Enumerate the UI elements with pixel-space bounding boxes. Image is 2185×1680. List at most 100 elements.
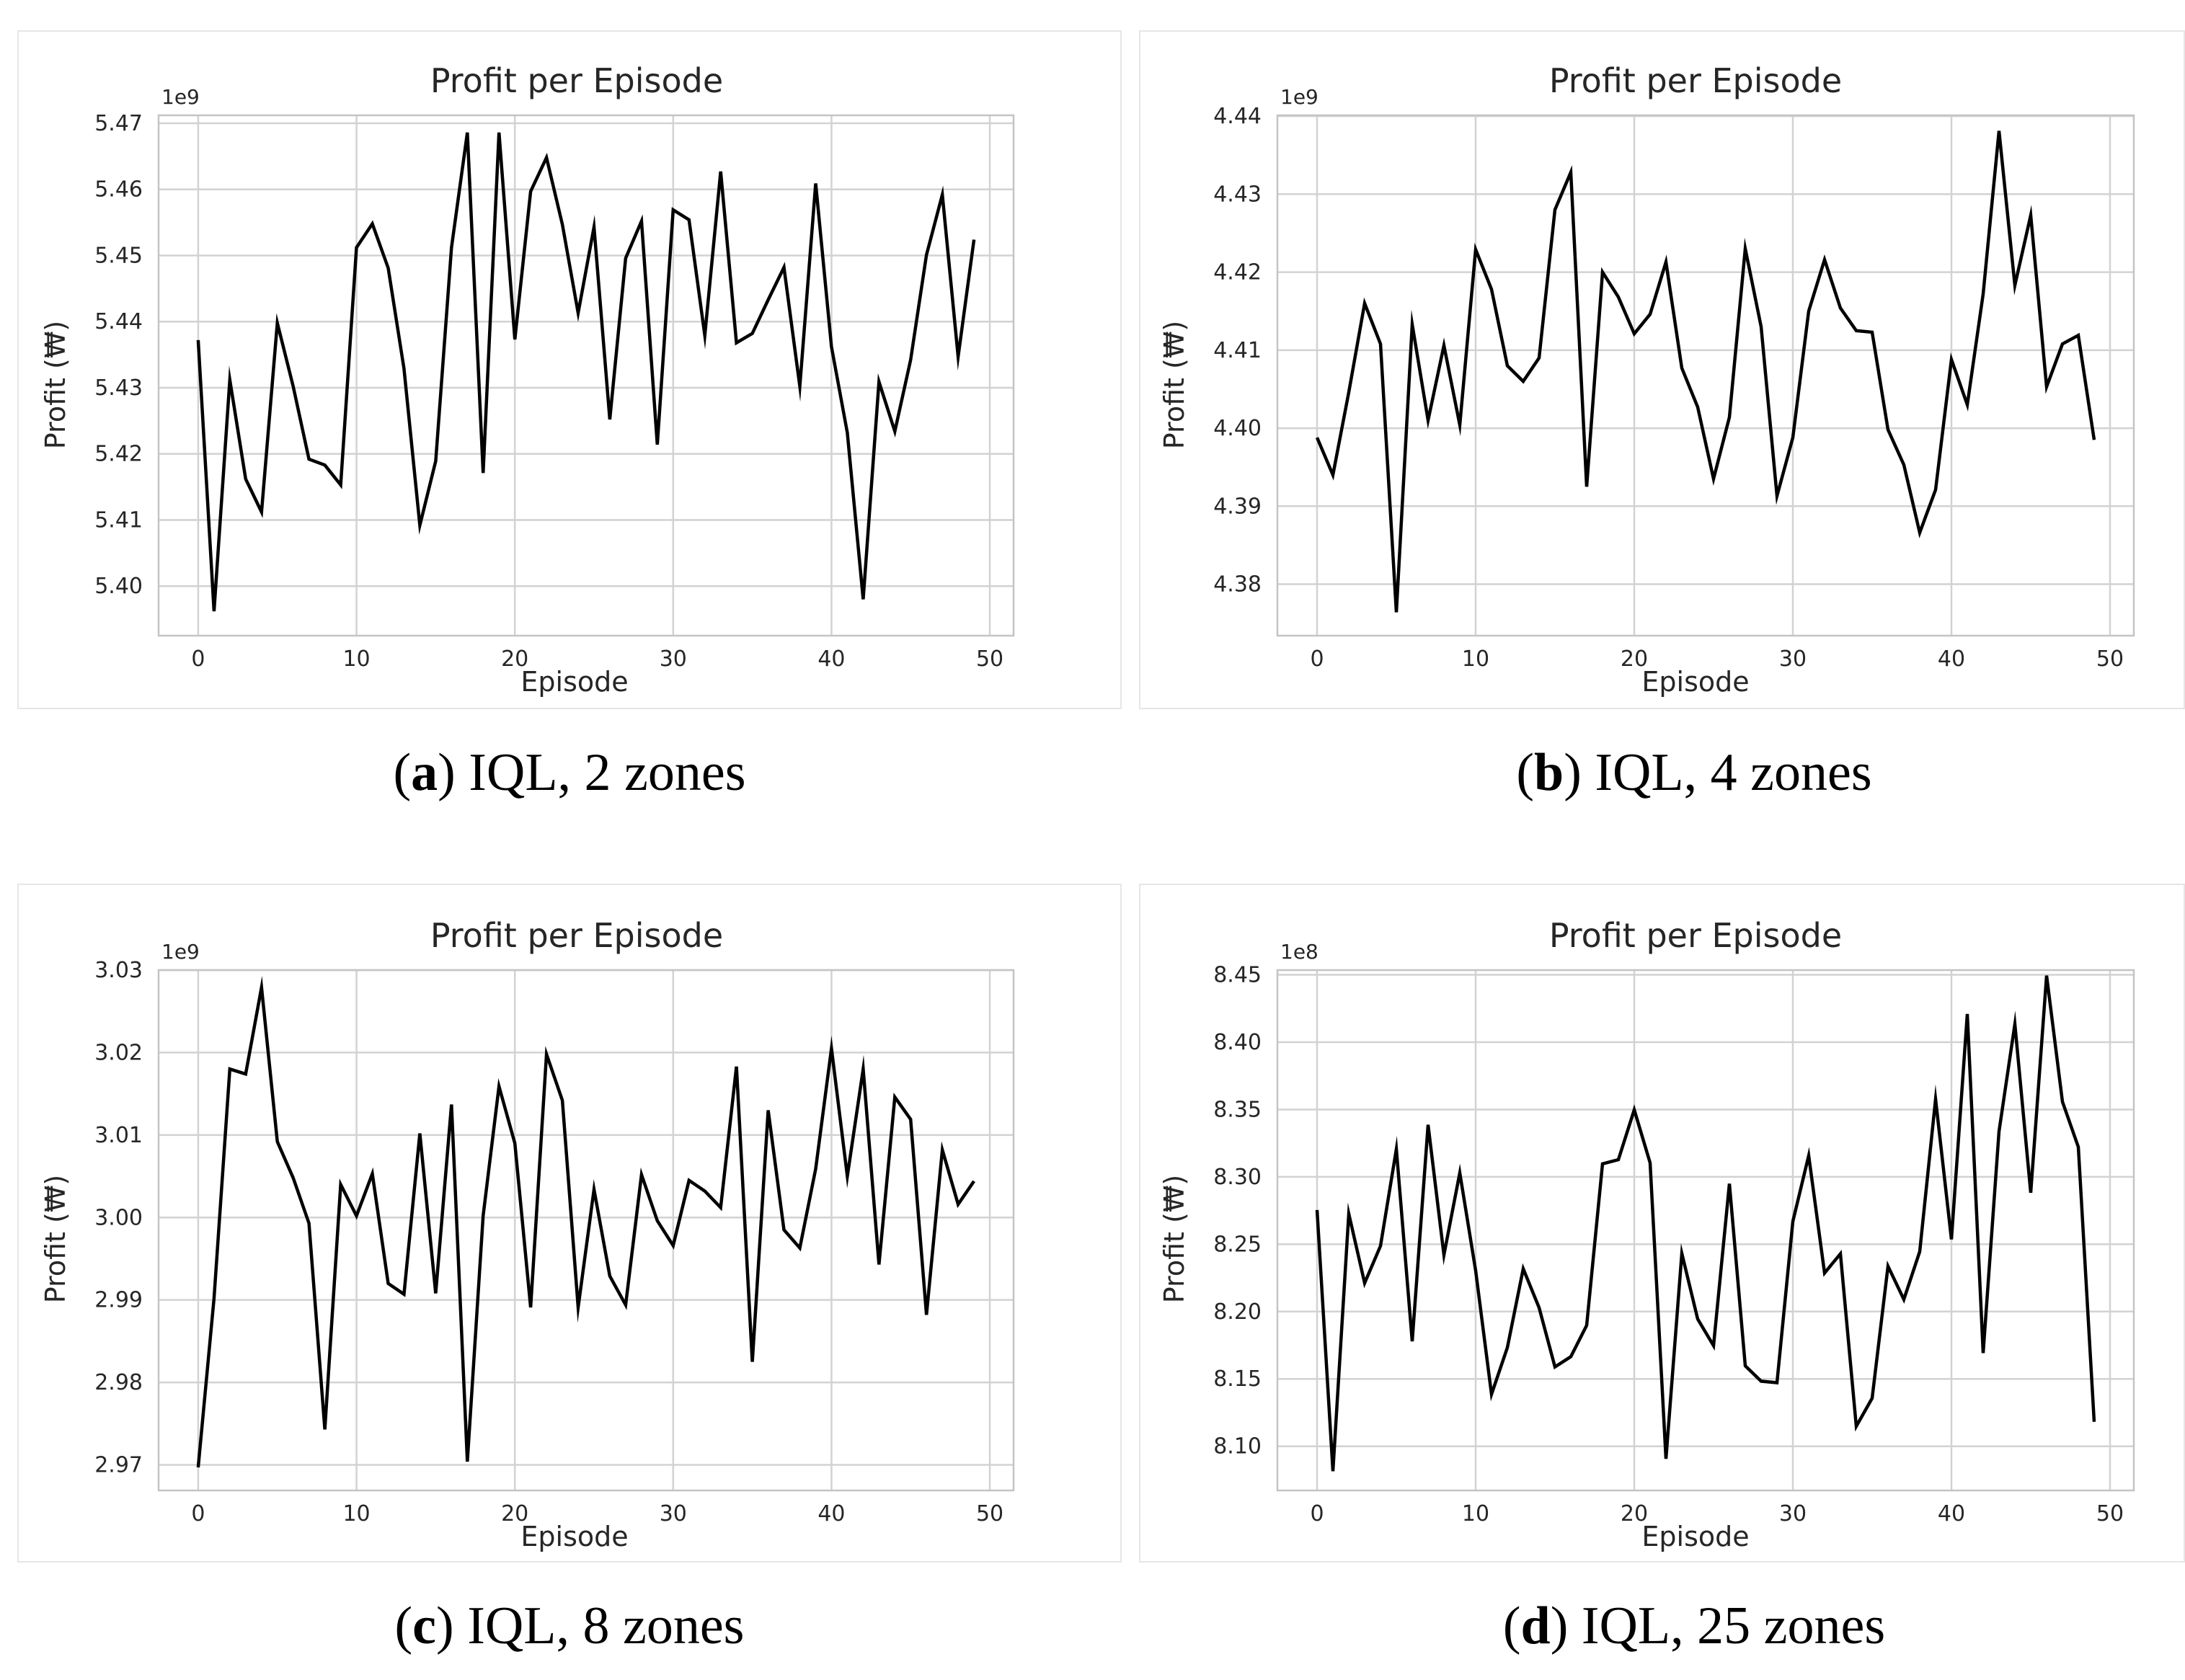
- y-tick-label: 5.42: [94, 442, 143, 467]
- caption-text: IQL, 25 zones: [1581, 1596, 1886, 1655]
- offset-label: 1e9: [161, 85, 200, 109]
- chart-a: Profit per Episode 1e9 Episode Profit (₩…: [40, 61, 1015, 698]
- y-tick-label: 3.00: [94, 1205, 143, 1230]
- y-tick-label: 4.38: [1213, 572, 1262, 597]
- y-tick-label: 5.47: [94, 111, 143, 136]
- caption-letter: c: [412, 1596, 437, 1655]
- profit-series-line: [196, 132, 976, 612]
- y-axis-label: Profit (₩): [40, 1175, 71, 1303]
- chart-c: Profit per Episode 1e9 Episode Profit (₩…: [40, 916, 1015, 1552]
- x-tick-label: 10: [1462, 646, 1489, 672]
- x-tick-label: 0: [191, 646, 205, 672]
- x-tick-label: 0: [1310, 1501, 1324, 1526]
- y-tick-label: 4.43: [1213, 182, 1262, 207]
- panel-border: [1139, 30, 2185, 709]
- x-axis-label: Episode: [1641, 1521, 1749, 1552]
- y-tick-label: 2.98: [94, 1370, 143, 1395]
- caption-text: IQL, 8 zones: [467, 1596, 745, 1655]
- chart-panel-c: Profit per Episode 1e9 Episode Profit (₩…: [17, 884, 1122, 1563]
- caption-c: (c) IQL, 8 zones: [394, 1596, 745, 1655]
- x-tick-label: 20: [1621, 1501, 1648, 1526]
- y-tick-label: 4.40: [1213, 416, 1262, 441]
- caption-b: (b) IQL, 4 zones: [1516, 743, 1872, 802]
- y-tick-label: 4.39: [1213, 494, 1262, 519]
- x-axis-label: Episode: [1641, 666, 1749, 698]
- x-tick-label: 40: [817, 1501, 845, 1526]
- y-tick-label: 8.10: [1213, 1434, 1262, 1459]
- x-tick-label: 30: [660, 1501, 687, 1526]
- y-tick-label: 4.44: [1213, 104, 1262, 129]
- y-tick-label: 5.46: [94, 177, 143, 203]
- offset-label: 1e9: [161, 940, 200, 964]
- y-tick-label: 2.99: [94, 1288, 143, 1313]
- x-tick-label: 0: [191, 1501, 205, 1526]
- y-tick-label: 4.41: [1213, 338, 1262, 363]
- caption-a: (a) IQL, 2 zones: [393, 743, 746, 802]
- chart-panel-a: Profit per Episode 1e9 Episode Profit (₩…: [17, 30, 1122, 709]
- plot-background: [159, 970, 1014, 1490]
- x-tick-label: 50: [2096, 646, 2124, 672]
- caption-letter: a: [411, 743, 438, 802]
- x-tick-label: 30: [1779, 646, 1807, 672]
- x-tick-label: 20: [501, 646, 528, 672]
- plot-frame: [157, 114, 1015, 637]
- panel-border: [17, 884, 1122, 1563]
- x-tick-label: 10: [1462, 1501, 1489, 1526]
- x-tick-label: 40: [1938, 1501, 1965, 1526]
- y-tick-label: 4.42: [1213, 260, 1262, 285]
- offset-label: 1e9: [1280, 85, 1318, 109]
- y-tick-label: 3.01: [94, 1123, 143, 1148]
- y-tick-label: 8.25: [1213, 1232, 1262, 1257]
- plot-area: 0 10 20 30 40 50 2.97 2.98 2.99 3.00 3.01 3.02 3.03: [94, 958, 1015, 1526]
- x-axis-label: Episode: [520, 1521, 628, 1552]
- y-axis-label: Profit (₩): [1158, 1175, 1190, 1303]
- x-tick-label: 10: [342, 1501, 370, 1526]
- x-tick-label: 20: [1621, 646, 1648, 672]
- x-tick-label: 0: [1310, 646, 1324, 672]
- profit-series-line: [1315, 975, 2096, 1472]
- caption-letter: b: [1534, 743, 1564, 802]
- y-tick-label: 8.35: [1213, 1097, 1262, 1122]
- chart-title: Profit per Episode: [1549, 916, 1842, 955]
- chart-title: Profit per Episode: [430, 61, 723, 100]
- y-tick-label: 5.45: [94, 243, 143, 268]
- x-axis-label: Episode: [520, 666, 628, 698]
- y-tick-label: 5.41: [94, 507, 143, 533]
- x-tick-label: 20: [501, 1501, 528, 1526]
- plot-background: [1277, 970, 2134, 1490]
- chart-title: Profit per Episode: [430, 916, 723, 955]
- chart-title: Profit per Episode: [1549, 61, 1842, 100]
- y-tick-label: 8.30: [1213, 1165, 1262, 1190]
- caption-text: IQL, 2 zones: [469, 743, 746, 802]
- chart-d: Profit per Episode 1e8 Episode Profit (₩…: [1158, 916, 2135, 1552]
- plot-background: [159, 115, 1014, 636]
- panel-border: [1139, 884, 2185, 1563]
- plot-frame: [157, 969, 1015, 1492]
- x-tick-label: 50: [976, 1501, 1003, 1526]
- chart-panel-d: Profit per Episode 1e8 Episode Profit (₩…: [1139, 884, 2185, 1563]
- chart-b: Profit per Episode 1e9 Episode Profit (₩…: [1158, 61, 2135, 698]
- x-tick-label: 10: [342, 646, 370, 672]
- y-tick-label: 8.45: [1213, 963, 1262, 988]
- y-axis-label: Profit (₩): [1158, 321, 1190, 449]
- plot-area: 0 10 20 30 40 50 8.10 8.15 8.20 8.25 8.30 8.35 8.40 8…: [1213, 963, 2135, 1526]
- y-tick-label: 5.40: [94, 574, 143, 599]
- y-tick-label: 3.02: [94, 1040, 143, 1065]
- y-tick-label: 8.15: [1213, 1366, 1262, 1392]
- plot-area: 0 10 20 30 40 50 4.38 4.39 4.40 4.41 4.42 4.43 4.44: [1213, 104, 2135, 672]
- profit-series-line: [1315, 130, 2096, 613]
- plot-area: 0 10 20 30 40 50 5.40 5.41 5.42 5.43 5.44 5.45 5.46 5…: [94, 111, 1015, 672]
- y-tick-label: 8.20: [1213, 1299, 1262, 1325]
- caption-d: (d) IQL, 25 zones: [1502, 1596, 1886, 1655]
- x-tick-label: 50: [2096, 1501, 2124, 1526]
- y-tick-label: 8.40: [1213, 1030, 1262, 1055]
- x-tick-label: 40: [1938, 646, 1965, 672]
- y-tick-label: 3.03: [94, 958, 143, 983]
- plot-frame: [1276, 114, 2135, 637]
- x-tick-label: 30: [1779, 1501, 1807, 1526]
- offset-label: 1e8: [1280, 940, 1318, 964]
- panel-border: [17, 30, 1122, 709]
- x-tick-label: 50: [976, 646, 1003, 672]
- x-tick-label: 40: [817, 646, 845, 672]
- chart-panel-b: Profit per Episode 1e9 Episode Profit (₩…: [1139, 30, 2185, 709]
